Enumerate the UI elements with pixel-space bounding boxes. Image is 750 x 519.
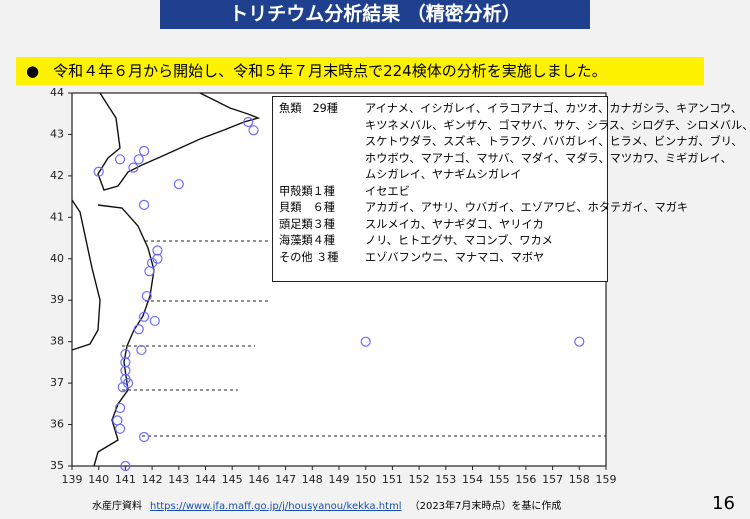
species-list: イセエビ (365, 184, 410, 201)
y-tick-label: 43 (50, 127, 64, 140)
source: 水産庁資料 (92, 501, 142, 512)
sample-point (141, 290, 152, 302)
x-tick-label: 151 (382, 473, 403, 486)
sample-point (574, 336, 585, 347)
sample-point (114, 154, 126, 165)
sample-point (133, 324, 144, 335)
x-tick-label: 144 (195, 473, 216, 486)
species-line: ムシガレイ、ヤナギムシガレイ (365, 168, 522, 181)
species-row: 甲殻類１種 イセエビ (279, 184, 601, 201)
x-tick-label: 157 (542, 473, 563, 486)
sample-point (248, 125, 259, 136)
sample-point (173, 179, 184, 190)
x-tick-label: 158 (569, 473, 590, 486)
species-line: ノリ、ヒトエグサ、マコンブ、ワカメ (365, 234, 553, 247)
x-tick-label: 152 (409, 473, 430, 486)
x-tick-label: 149 (329, 473, 350, 486)
group-label: 頭足類３種 (279, 217, 335, 231)
sample-point (138, 199, 150, 210)
x-tick-label: 145 (222, 473, 243, 486)
source-url: https://www.jfa.maff.go.jp/j/housyanou/k… (150, 501, 402, 512)
footer: 水産庁資料 https://www.jfa.maff.go.jp/j/housya… (92, 497, 561, 512)
sample-point (136, 344, 147, 356)
species-row: 貝類 ６種 アカガイ、アサリ、ウバガイ、エゾアワビ、ホタテガイ、マガキ (279, 200, 688, 217)
y-tick-label: 36 (50, 418, 64, 431)
sample-point (117, 382, 128, 393)
species-list: ノリ、ヒトエグサ、マコンブ、ワカメ (365, 233, 553, 250)
x-tick-label: 139 (62, 473, 83, 486)
x-tick-label: 153 (435, 473, 456, 486)
coastline (71, 92, 261, 467)
species-line: スケトウダラ、スズキ、トラフグ、ババガレイ、ヒラメ、ビンナガ、ブリ、 (365, 135, 743, 148)
species-line: イセエビ (365, 184, 410, 198)
sample-point (120, 365, 131, 376)
species-list: エゾバフンウニ、マナマコ、マボヤ (365, 250, 544, 267)
page-number: 16 (712, 493, 735, 514)
sample-point (133, 154, 144, 165)
species-line: キツネメバル、ギンザケ、ゴマサバ、サケ、シラス、シログチ、シロメバル、 (365, 118, 750, 132)
bullet-marker: ● (26, 62, 40, 80)
x-tick-label: 148 (302, 473, 323, 486)
group-label: 甲殻類１種 (279, 184, 335, 198)
group-label: 貝類 ６種 (279, 201, 335, 214)
y-tick-label: 44 (50, 86, 64, 99)
title-bar: トリチウム分析結果 （精密分析） (160, 0, 590, 29)
bullet-box: ● 令和４年６月から開始し、令和５年７月末時点で224検体の分析を実施しました。 (16, 57, 704, 85)
bullet-text: 令和４年６月から開始し、令和５年７月末時点で224検体の分析を実施しました。 (53, 62, 607, 80)
species-line: スルメイカ、ヤナギダコ、ヤリイカ (365, 217, 544, 231)
species-list: スルメイカ、ヤナギダコ、ヤリイカ (365, 217, 544, 234)
y-tick-label: 40 (50, 252, 64, 265)
sample-point (114, 402, 126, 414)
x-tick-label: 147 (275, 473, 296, 486)
sample-point (138, 311, 150, 322)
sample-point (149, 315, 160, 327)
sample-point (243, 116, 254, 128)
group-label: 海藻類４種 (279, 234, 335, 247)
sample-point (144, 266, 155, 277)
x-tick-label: 150 (355, 473, 376, 486)
y-tick-label: 37 (50, 376, 64, 389)
species-line: アイナメ、イシガレイ、イラコアナゴ、カツオ、カナガシラ、キアンコウ、 (365, 102, 743, 115)
species-row: その他 ３種 エゾバフンウニ、マナマコ、マボヤ (279, 250, 601, 267)
species-line: エゾバフンウニ、マナマコ、マボヤ (365, 250, 545, 264)
sample-point (120, 460, 131, 472)
sample-point (128, 162, 139, 173)
x-tick-label: 146 (248, 473, 269, 486)
x-tick-label: 141 (115, 473, 136, 486)
sample-point (360, 336, 371, 347)
x-tick-label: 154 (462, 473, 483, 486)
sample-point (138, 431, 150, 443)
species-line: ホウボウ、マアナゴ、マサバ、マダイ、マダラ、マツカワ、ミギガレイ、 (365, 151, 732, 165)
area-divider (122, 240, 606, 437)
species-list: アカガイ、アサリ、ウバガイ、エゾアワビ、ホタテガイ、マガキ (365, 200, 688, 217)
group-label: 魚類 29種 (279, 102, 338, 115)
sample-point (152, 245, 163, 256)
sample-point (120, 357, 131, 368)
title: トリチウム分析結果 （精密分析） (229, 3, 521, 25)
x-tick-label: 155 (489, 473, 510, 486)
species-row: 頭足類３種 スルメイカ、ヤナギダコ、ヤリイカ (279, 217, 601, 234)
sample-point (93, 166, 104, 177)
sample-point (138, 145, 150, 157)
species-box: 魚類 29種 アイナメ、イシガレイ、イラコアナゴ、カツオ、カナガシラ、キアンコウ、… (272, 96, 750, 282)
x-tick-label: 159 (596, 473, 617, 486)
group-label: その他 ３種 (279, 250, 339, 264)
y-tick-label: 39 (50, 293, 64, 306)
source-note: （2023年7月末時点）を基に作成 (409, 501, 562, 512)
species-list: アイナメ、イシガレイ、イラコアナゴ、カツオ、カナガシラ、キアンコウ、 キツネメバル… (365, 101, 750, 184)
x-tick-label: 142 (142, 473, 163, 486)
sample-point (114, 423, 126, 434)
y-tick-label: 35 (50, 459, 64, 472)
species-row: 魚類 29種 アイナメ、イシガレイ、イラコアナゴ、カツオ、カナガシラ、キアンコウ、… (279, 101, 750, 184)
y-tick-label: 38 (50, 335, 64, 348)
species-row: 海藻類４種 ノリ、ヒトエグサ、マコンブ、ワカメ (279, 233, 601, 250)
species-line: アカガイ、アサリ、ウバガイ、エゾアワビ、ホタテガイ、マガキ (365, 201, 689, 214)
y-tick-label: 42 (50, 169, 64, 182)
y-tick-label: 41 (50, 210, 64, 223)
sample-point (120, 349, 131, 360)
x-tick-label: 143 (168, 473, 189, 486)
x-tick-label: 140 (88, 473, 109, 486)
x-tick-label: 156 (515, 473, 536, 486)
